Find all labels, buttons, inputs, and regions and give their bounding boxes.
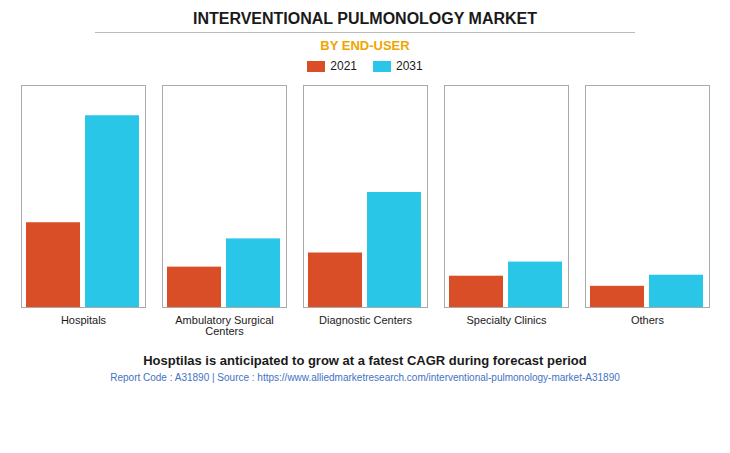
html-text:INTERVENTIONAL PULMONOLOGY MAR: INTERVENTIONAL PULMONOLOGY MARKET bbox=[193, 10, 537, 27]
html-text:2031: 2031 bbox=[396, 59, 423, 73]
html-text:Hosptilas is anticipated to gr: Hosptilas is anticipated to grow at a fa… bbox=[143, 353, 587, 368]
html-text:BY END-USER: BY END-USER bbox=[320, 38, 410, 53]
html-text:2021: 2021 bbox=[330, 59, 357, 73]
svg-text:Hospitals: Hospitals bbox=[61, 314, 107, 326]
svg-text:Ambulatory SurgicalCenters: Ambulatory SurgicalCenters bbox=[175, 314, 273, 337]
svg-text:Specialty Clinics: Specialty Clinics bbox=[466, 314, 547, 326]
html-text:Report Code : A31890 | Source: Report Code : A31890 | Source : https://… bbox=[110, 372, 620, 383]
svg-text:Others: Others bbox=[631, 314, 665, 326]
svg-text:Diagnostic Centers: Diagnostic Centers bbox=[319, 314, 412, 326]
